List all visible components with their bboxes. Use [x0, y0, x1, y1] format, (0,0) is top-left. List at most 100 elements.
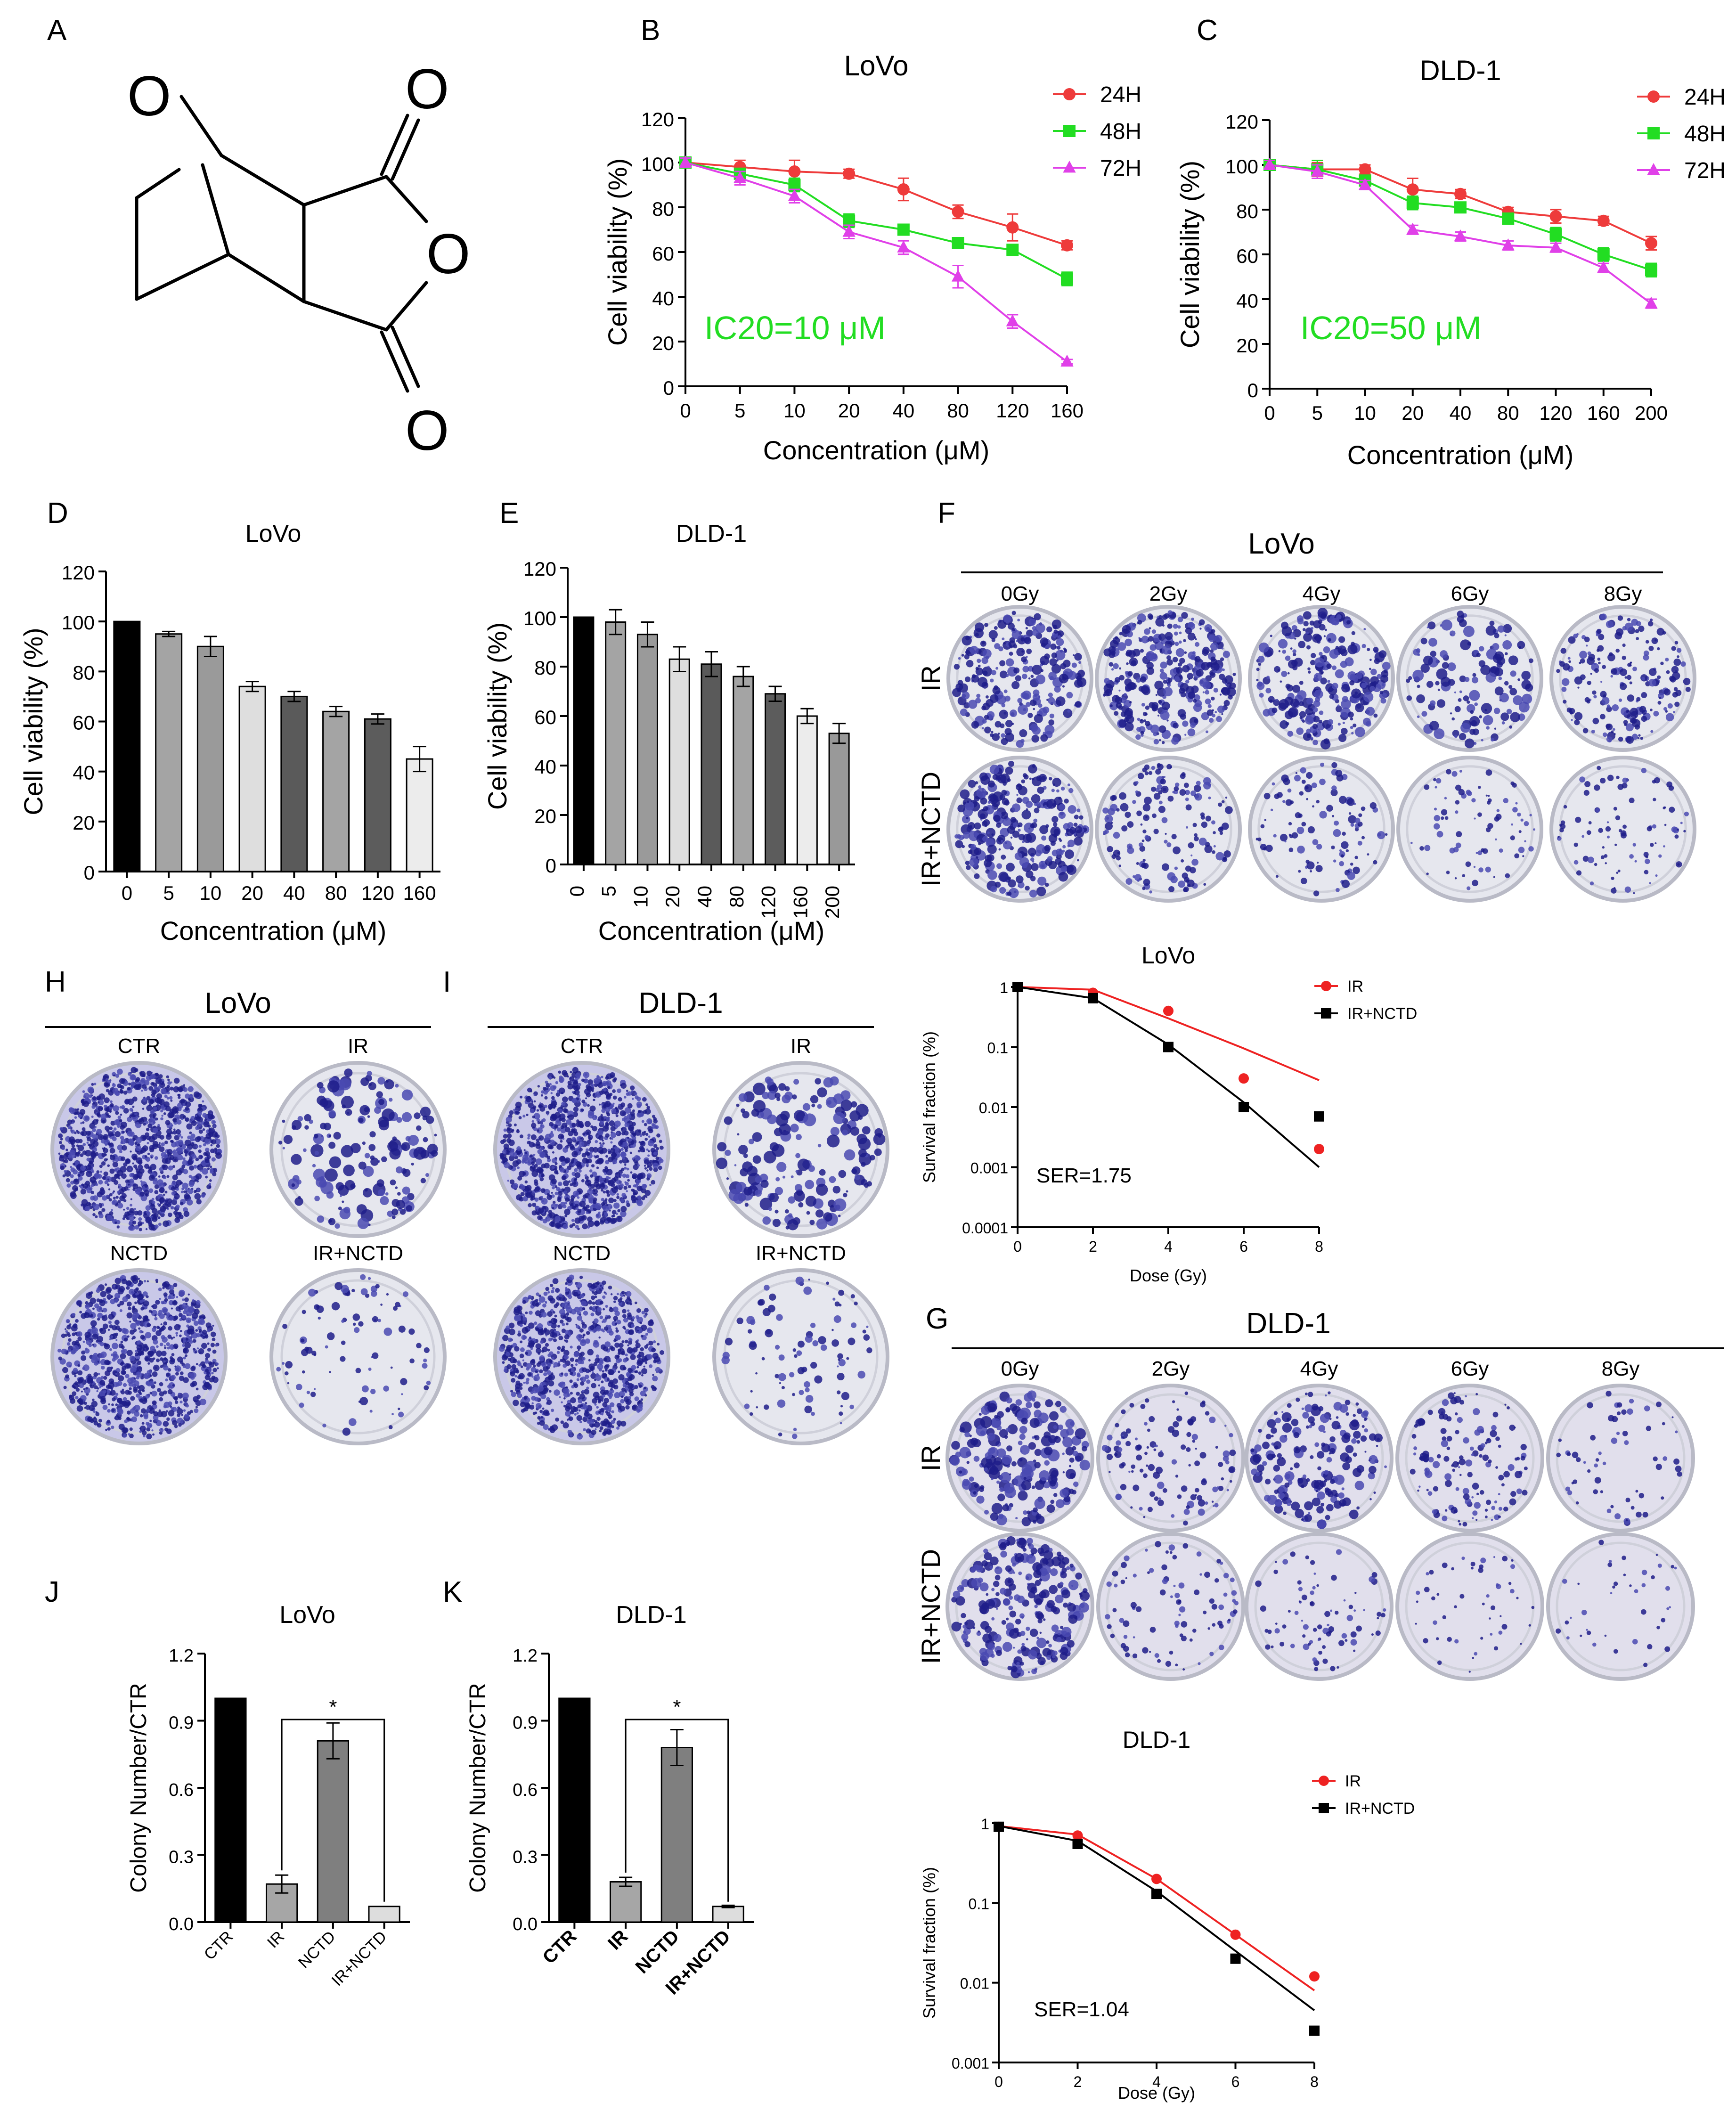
colony — [1571, 1482, 1574, 1484]
colony — [1039, 1591, 1046, 1598]
colony — [1518, 847, 1525, 853]
colony — [982, 670, 988, 676]
colony — [193, 1190, 197, 1193]
colony — [1180, 713, 1186, 720]
colony — [1158, 790, 1163, 795]
colony — [994, 643, 1001, 649]
colony — [1299, 680, 1304, 685]
colony — [1606, 620, 1614, 628]
colony — [1209, 1598, 1215, 1604]
colony — [1011, 681, 1020, 689]
colony — [978, 1630, 980, 1633]
colony — [146, 1135, 151, 1141]
colony — [64, 1170, 67, 1173]
colony — [114, 1174, 119, 1179]
colony — [1355, 1402, 1359, 1406]
colony — [1125, 1441, 1131, 1446]
colony — [1463, 626, 1475, 637]
colony — [1459, 1459, 1466, 1466]
colony — [1511, 823, 1513, 826]
colony — [1052, 624, 1057, 629]
colony — [390, 1179, 396, 1186]
colony — [1195, 638, 1197, 641]
colony — [1212, 1486, 1218, 1492]
dose-label: 6Gy — [1451, 582, 1489, 605]
colony — [1435, 681, 1440, 685]
colony — [110, 1217, 114, 1222]
colony — [1324, 628, 1327, 631]
colony — [1065, 1419, 1075, 1428]
colony — [1133, 1484, 1140, 1492]
colony — [1179, 631, 1182, 635]
colony — [1146, 667, 1155, 675]
colony — [1144, 771, 1149, 775]
colony — [1416, 694, 1425, 703]
colony — [987, 1433, 995, 1441]
colony — [186, 1148, 189, 1151]
colony — [1367, 648, 1370, 652]
colony — [1580, 1634, 1582, 1637]
colony — [1067, 844, 1070, 848]
colony — [1211, 696, 1215, 701]
colony — [1159, 668, 1164, 673]
colony — [128, 1215, 135, 1221]
colony — [182, 1103, 186, 1106]
colony — [1168, 1544, 1175, 1551]
colony — [988, 630, 998, 639]
colony — [1026, 1626, 1030, 1631]
colony — [1455, 784, 1462, 791]
colony — [968, 700, 978, 709]
colony — [182, 1157, 186, 1161]
colony — [1201, 821, 1208, 828]
colony — [961, 1613, 966, 1619]
colony — [100, 1170, 103, 1173]
colony — [1219, 693, 1222, 696]
colony — [1467, 1472, 1473, 1477]
colony — [150, 1074, 156, 1079]
colony — [1030, 863, 1039, 871]
colony — [1629, 1398, 1634, 1404]
colony — [1217, 705, 1225, 713]
colony — [1633, 892, 1635, 894]
series-48h: 48H — [1263, 122, 1726, 277]
colony — [1275, 1418, 1281, 1424]
colony — [129, 1178, 134, 1183]
data-point — [1072, 1838, 1083, 1849]
colony — [214, 1147, 217, 1150]
colony — [1307, 1392, 1313, 1397]
colony — [99, 1165, 103, 1168]
plate-well — [1100, 1536, 1241, 1677]
colony — [1377, 832, 1381, 837]
colony — [991, 1503, 1003, 1514]
series-line — [685, 162, 1068, 280]
y-tick-label: 60 — [73, 712, 95, 734]
colony — [92, 1134, 98, 1140]
y-axis-label: Colony Number/CTR — [465, 1683, 490, 1892]
colony — [120, 1113, 122, 1116]
colony — [1174, 786, 1179, 791]
data-point — [1151, 1889, 1162, 1899]
colony — [1677, 863, 1680, 866]
colony — [134, 1225, 139, 1230]
colony — [1048, 1644, 1052, 1648]
colony — [71, 1144, 75, 1148]
colony — [1178, 640, 1182, 644]
colony — [1221, 713, 1223, 715]
colony — [65, 1178, 70, 1182]
colony — [167, 1092, 170, 1094]
colony — [1036, 1638, 1047, 1648]
colony — [128, 1072, 131, 1076]
colony — [962, 815, 970, 823]
colony — [149, 1147, 155, 1153]
colony — [1414, 1424, 1418, 1428]
colony — [1520, 1643, 1522, 1645]
colony — [1175, 648, 1185, 657]
colony — [1469, 690, 1480, 701]
y-axis-label: Colony Number/CTR — [126, 1683, 151, 1892]
colony — [1293, 1432, 1300, 1438]
x-tick-label: 5 — [734, 399, 745, 422]
colony — [1373, 860, 1377, 864]
colony — [1274, 1504, 1283, 1514]
colony — [1629, 798, 1635, 804]
colony — [147, 1070, 152, 1076]
